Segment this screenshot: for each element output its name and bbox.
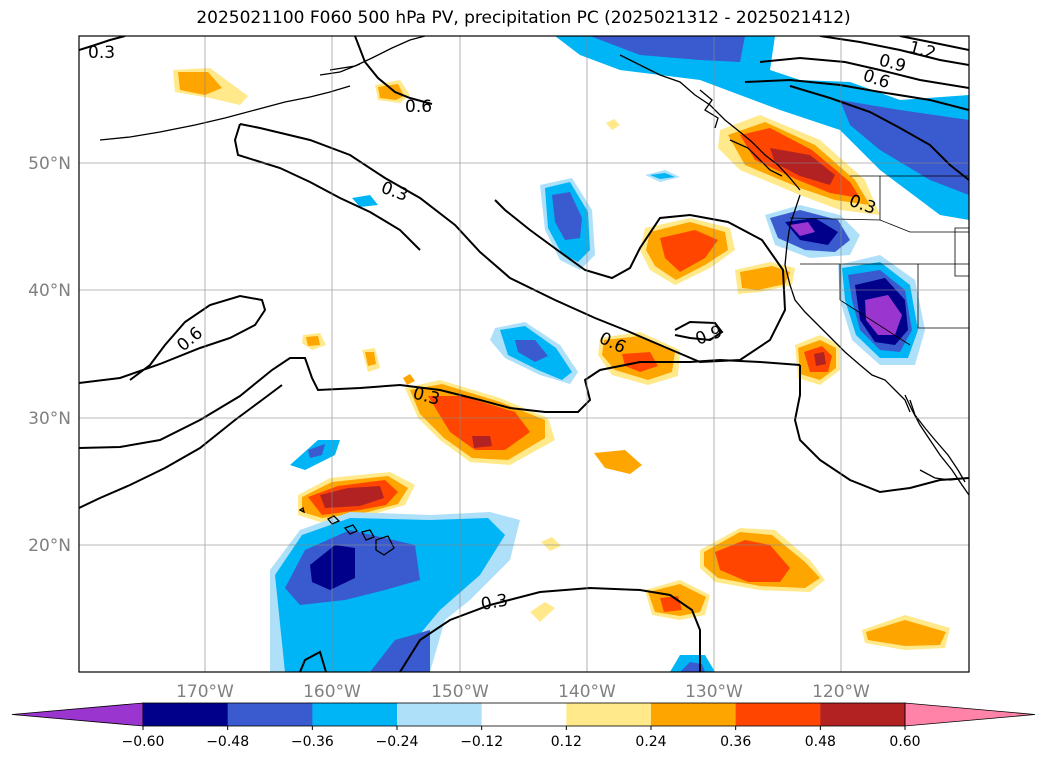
colorbar-extend-high: [904, 702, 1036, 727]
colorbar-segment: [651, 703, 737, 726]
colorbar-segment: [566, 703, 652, 726]
colorbar-segment: [735, 703, 821, 726]
colorbar-ticks: −0.60 −0.48 −0.36 −0.24 −0.12 0.12 0.24 0.36 0.4…: [122, 726, 921, 750]
colorbar-segment: [312, 703, 398, 726]
positive-blob-31n-150w: [405, 380, 555, 465]
lon-label-170w: 170°W: [176, 682, 234, 702]
positive-blob-19n-130w: [700, 528, 825, 592]
colorbar-tick-label: 0.12: [551, 734, 582, 750]
latitude-labels: 50°N 40°N 30°N 20°N: [28, 154, 71, 556]
negative-blob-35n-148w: [490, 322, 578, 384]
positive-blob-41n-128w: [735, 262, 795, 294]
pv-contours: [79, 36, 969, 672]
colorbar-segment: [227, 703, 313, 726]
colorbar-segment: [143, 703, 229, 726]
lat-label-40n: 40°N: [28, 281, 71, 301]
colorbar-segment: [481, 703, 567, 726]
colorbar-segment: [820, 703, 906, 726]
positive-blob-hawaii: [298, 472, 415, 522]
longitude-labels: 170°W 160°W 150°W 140°W 130°W 120°W: [176, 682, 870, 702]
positive-blob-35n-123w: [795, 335, 840, 385]
colorbar-extend-low: [11, 702, 144, 727]
gridlines: [79, 36, 969, 672]
contour-label: 0.6: [405, 97, 432, 117]
colorbar-outline: [142, 702, 906, 727]
negative-blob-california: [838, 255, 925, 365]
contour-label: 0.3: [479, 591, 509, 615]
lat-label-30n: 30°N: [28, 409, 71, 429]
colorbar-tick-label: 0.36: [720, 734, 751, 750]
negative-blob-oregon: [765, 205, 860, 258]
colorbar-tick-label: 0.24: [635, 734, 666, 750]
lon-label-120w: 120°W: [812, 682, 870, 702]
map-frame: [78, 35, 970, 673]
colorbar-tick-label: −0.48: [206, 734, 249, 750]
political-borders: [789, 175, 969, 346]
positive-blob-27n-139w: [594, 450, 642, 474]
negative-blob-11n-135w: [670, 655, 715, 672]
colorbar-tick-label: −0.60: [122, 734, 165, 750]
negative-blob-south-hawaii: [270, 512, 520, 672]
colorbar-tick-label: 0.60: [889, 734, 920, 750]
positive-blob-12n-115w: [862, 615, 950, 650]
lon-label-160w: 160°W: [303, 682, 361, 702]
lon-label-150w: 150°W: [431, 682, 489, 702]
small-precip-blobs: [173, 68, 680, 622]
colorbar-tick-label: −0.24: [376, 734, 419, 750]
colorbar-segments: [11, 702, 1036, 727]
figure-title: 2025021100 F060 500 hPa PV, precipitatio…: [196, 8, 851, 28]
lon-label-140w: 140°W: [558, 682, 616, 702]
negative-band-north: [555, 36, 969, 220]
negative-blob-hawaii-west: [290, 440, 340, 470]
colorbar-tick-label: 0.48: [805, 734, 836, 750]
colorbar: −0.60 −0.48 −0.36 −0.24 −0.12 0.12 0.24 0.36 0.4…: [11, 702, 1036, 750]
colorbar-tick-label: −0.12: [460, 734, 503, 750]
lat-label-20n: 20°N: [28, 536, 71, 556]
positive-blob-43n-133w: [640, 218, 735, 285]
lon-label-130w: 130°W: [685, 682, 743, 702]
coastlines: [99, 36, 969, 556]
colorbar-tick-label: −0.36: [291, 734, 334, 750]
colorbar-segment: [397, 703, 483, 726]
contour-label: 0.3: [88, 43, 115, 63]
lat-label-50n: 50°N: [28, 154, 71, 174]
